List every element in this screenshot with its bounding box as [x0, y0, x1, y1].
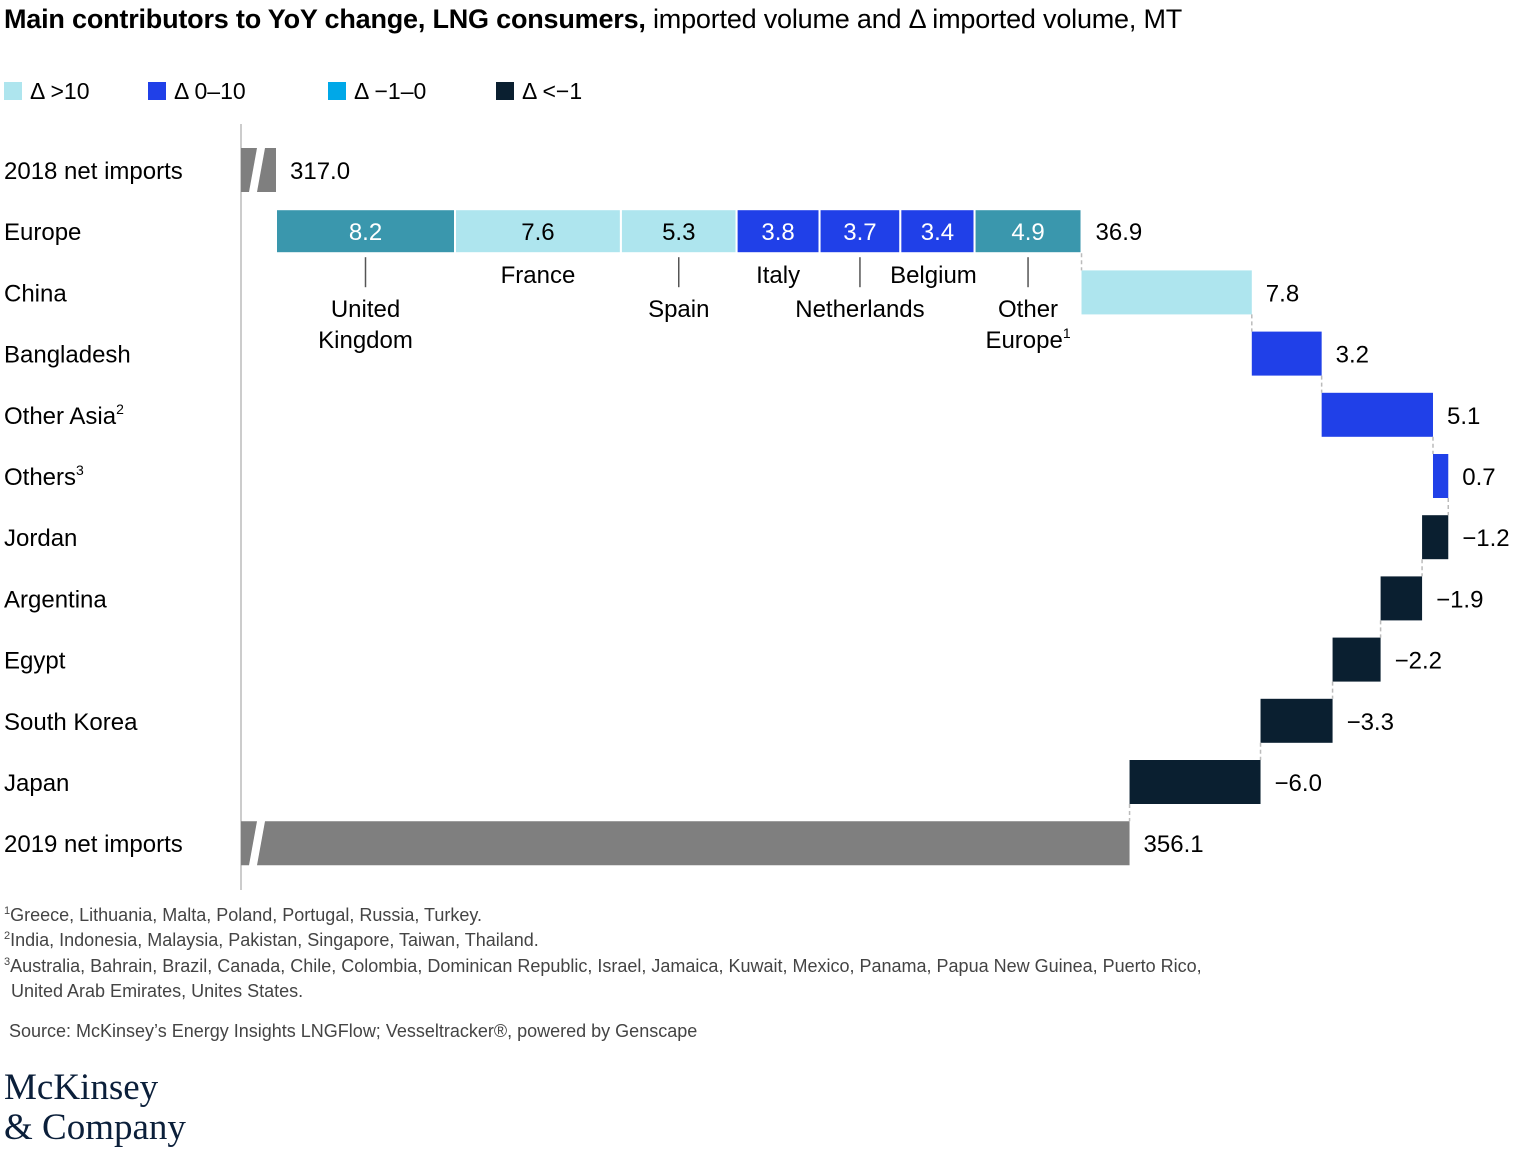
value-label-argentina: −1.9 [1436, 586, 1483, 613]
chart-title-bold: Main contributors to YoY change, LNG con… [4, 4, 646, 34]
segment-label-united-kingdom-1: United [331, 296, 400, 323]
category-label-japan: Japan [4, 770, 69, 797]
legend: Δ >10 Δ 0–10 Δ −1–0 Δ <−1 [4, 76, 704, 106]
category-label-2019-net-imports: 2019 net imports [4, 831, 183, 858]
category-label-other-asia: Other Asia2 [4, 401, 124, 430]
category-label-europe: Europe [4, 219, 81, 246]
value-label-other-europe: 4.9 [1011, 219, 1044, 246]
bar-other-europe [973, 208, 1083, 255]
source-note: Source: McKinsey’s Energy Insights LNGFl… [9, 1021, 698, 1041]
value-label-others: 0.7 [1462, 464, 1495, 491]
segment-label-other-europe-1: Other [998, 296, 1058, 323]
value-label-other-asia: 5.1 [1447, 403, 1480, 430]
bar-united-kingdom [275, 208, 457, 255]
bar-south-korea [1260, 698, 1333, 743]
legend-swatch [148, 82, 166, 100]
bar-2018-net-imports [241, 148, 276, 192]
footnote-3-cont: United Arab Emirates, Unites States. [11, 981, 304, 1001]
bar-2018-net-imports-body [257, 148, 276, 192]
value-label-south-korea: −3.3 [1347, 709, 1394, 736]
legend-swatch [496, 82, 514, 100]
category-label-argentina: Argentina [4, 586, 107, 613]
bar-jordan [1422, 515, 1449, 560]
segment-label-netherlands-1: Netherlands [795, 296, 924, 323]
footnote-2: 2India, Indonesia, Malaysia, Pakistan, S… [4, 930, 539, 950]
bar-belgium [899, 208, 976, 255]
logo-line-2: & Company [4, 1107, 186, 1148]
value-label-china: 7.8 [1266, 280, 1299, 307]
value-label-belgium: 3.4 [921, 219, 954, 246]
bar-bangladesh [1251, 331, 1322, 376]
category-label-others: Others3 [4, 462, 84, 491]
legend-label: Δ >10 [30, 77, 90, 104]
chart-subtitle: imported volume and Δ imported volume, M… [645, 4, 1183, 34]
mckinsey-logo: McKinsey & Company [4, 1068, 186, 1148]
category-label-south-korea: South Korea [4, 709, 138, 736]
bar-2019-net-imports [241, 821, 1130, 866]
legend-item-2: Δ 0–10 [148, 76, 246, 106]
category-label-jordan: Jordan [4, 525, 77, 552]
legend-swatch [328, 82, 346, 100]
legend-label: Δ <−1 [522, 77, 583, 104]
category-label-bangladesh: Bangladesh [4, 342, 131, 369]
value-label-united-kingdom: 8.2 [349, 219, 382, 246]
category-label-egypt: Egypt [4, 648, 66, 675]
segment-label-italy-1: Italy [756, 262, 800, 289]
value-label-bangladesh: 3.2 [1336, 342, 1369, 369]
segment-label-spain-1: Spain [648, 296, 709, 323]
bar-others [1432, 454, 1449, 498]
legend-item-1: Δ >10 [4, 76, 90, 106]
chart-title: Main contributors to YoY change, LNG con… [4, 4, 1182, 35]
value-label-netherlands: 3.7 [843, 219, 876, 246]
bar-egypt [1332, 637, 1381, 682]
waterfall-chart: 2018 net imports Europe China Bangladesh Oth… [4, 124, 1510, 890]
value-label-spain: 5.3 [662, 219, 695, 246]
segment-label-united-kingdom-2: Kingdom [318, 327, 413, 354]
bar-argentina [1380, 576, 1423, 621]
bar-china [1081, 270, 1252, 315]
legend-item-4: Δ <−1 [496, 76, 582, 106]
value-label-italy: 3.8 [761, 219, 794, 246]
legend-label: Δ 0–10 [174, 77, 246, 104]
bar-japan [1129, 760, 1261, 804]
value-label-2018-net-imports: 317.0 [290, 158, 350, 185]
value-label-france: 7.6 [521, 219, 554, 246]
footnote-1: 1Greece, Lithuania, Malta, Poland, Portu… [4, 905, 483, 925]
category-label-2018-net-imports: 2018 net imports [4, 158, 183, 185]
footnote-3: 3Australia, Bahrain, Brazil, Canada, Chi… [4, 956, 1202, 976]
bar-2019-net-imports-stub [241, 821, 257, 866]
bar-2018-net-imports-stub [241, 148, 257, 192]
value-label-europe: 36.9 [1096, 219, 1143, 246]
legend-item-3: Δ −1–0 [328, 76, 426, 106]
bar-2019-net-imports-body [257, 821, 1130, 866]
value-label-egypt: −2.2 [1395, 648, 1442, 675]
segment-label-belgium-1: Belgium [890, 262, 977, 289]
segment-label-france-1: France [501, 262, 576, 289]
segment-label-other-europe-2: Europe1 [985, 325, 1070, 354]
value-label-2019-net-imports: 356.1 [1144, 831, 1204, 858]
legend-swatch [4, 82, 22, 100]
logo-line-1: McKinsey [4, 1067, 159, 1108]
value-label-japan: −6.0 [1275, 770, 1322, 797]
category-label-china: China [4, 280, 67, 307]
legend-label: Δ −1–0 [354, 77, 427, 104]
bar-netherlands [818, 208, 902, 255]
value-label-jordan: −1.2 [1462, 525, 1509, 552]
bar-other-asia [1321, 392, 1433, 437]
